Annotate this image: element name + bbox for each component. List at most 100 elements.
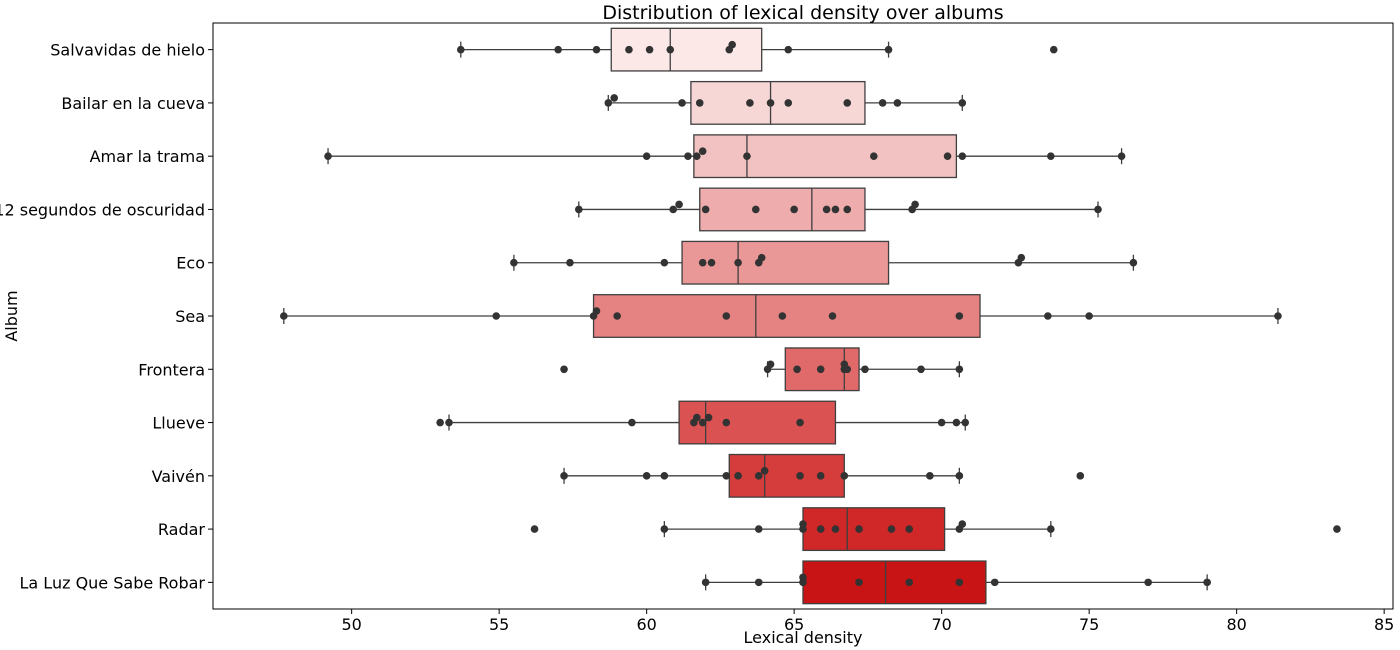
y-axis: Salvavidas de hielo Bailar en la cueva Ama… (0, 41, 213, 592)
data-point (701, 205, 710, 214)
data-point (754, 525, 763, 533)
x-tick-label: 50 (341, 615, 361, 634)
x-tick-label: 55 (489, 615, 509, 634)
data-point (958, 99, 967, 107)
data-point (698, 147, 707, 155)
data-point (592, 45, 601, 54)
data-point (1117, 152, 1126, 160)
data-point (280, 312, 288, 320)
box-group (530, 507, 1341, 552)
x-tick-label: 80 (1226, 615, 1246, 634)
data-point (784, 45, 793, 54)
y-tick-label: Radar (158, 520, 206, 539)
data-point (790, 205, 798, 214)
data-point (822, 205, 831, 214)
data-point (831, 525, 840, 533)
data-point (1017, 253, 1026, 262)
data-point (766, 360, 775, 369)
data-point (728, 40, 736, 49)
data-point (816, 365, 825, 374)
data-point (722, 312, 731, 320)
data-point (887, 525, 896, 533)
data-point (645, 45, 654, 54)
box-group (575, 187, 1102, 232)
data-point (722, 472, 731, 480)
data-point (955, 312, 964, 320)
data-point (799, 573, 807, 582)
data-point (678, 99, 686, 107)
data-point (952, 418, 961, 427)
data-point (560, 365, 568, 374)
data-point (566, 258, 574, 267)
data-point (492, 312, 501, 320)
box-group (560, 347, 964, 392)
data-point (743, 152, 751, 160)
data-point (693, 413, 701, 422)
data-point (554, 45, 562, 54)
data-point (560, 472, 568, 480)
data-point (610, 94, 618, 102)
x-axis: 50 55 60 65 70 75 80 85 (341, 609, 1394, 634)
data-point (905, 525, 913, 533)
data-point (436, 418, 444, 427)
box-iqr (693, 134, 958, 179)
data-point (955, 472, 964, 480)
data-point (684, 152, 692, 160)
x-axis-label: Lexical density (744, 628, 863, 647)
y-tick-label: Eco (176, 254, 205, 273)
data-point (445, 418, 453, 427)
data-point (734, 258, 742, 267)
data-point (796, 418, 804, 427)
data-point (754, 472, 763, 480)
box-iqr (728, 453, 845, 498)
data-point (990, 578, 999, 587)
plot-area (280, 27, 1341, 605)
data-point (757, 253, 766, 262)
data-point (1129, 258, 1138, 267)
data-point (625, 45, 633, 54)
data-point (943, 152, 952, 160)
y-tick-label: Frontera (138, 360, 205, 379)
data-point (701, 578, 710, 587)
data-point (510, 258, 518, 267)
y-tick-label: Salvavidas de hielo (50, 41, 205, 60)
data-point (937, 418, 946, 427)
data-point (878, 99, 887, 107)
data-point (693, 152, 701, 160)
data-point (816, 472, 825, 480)
y-tick-label: Llueve (152, 414, 205, 433)
y-tick-label: Vaivén (152, 467, 205, 486)
data-point (575, 205, 583, 214)
data-point (698, 418, 707, 427)
data-point (1076, 472, 1085, 480)
data-point (754, 578, 763, 587)
data-point (707, 258, 716, 267)
box-iqr (699, 187, 866, 232)
x-tick-label: 85 (1374, 615, 1394, 634)
data-point (861, 365, 869, 374)
x-tick-label: 65 (784, 615, 804, 634)
data-point (1203, 578, 1211, 587)
box-group (457, 27, 1058, 72)
data-point (784, 99, 793, 107)
data-point (1274, 312, 1282, 320)
data-point (675, 200, 683, 209)
y-tick-label: La Luz Que Sabe Robar (20, 573, 206, 592)
data-point (816, 525, 825, 533)
data-point (1333, 525, 1341, 533)
data-point (669, 205, 677, 214)
data-point (796, 472, 804, 480)
data-point (955, 578, 964, 587)
y-tick-label: Sea (175, 307, 205, 326)
data-point (870, 152, 878, 160)
data-point (840, 472, 849, 480)
data-point (958, 520, 967, 528)
data-point (905, 578, 913, 587)
data-point (955, 365, 964, 374)
data-point (1047, 152, 1055, 160)
data-point (766, 99, 775, 107)
data-point (1044, 312, 1052, 320)
data-point (722, 418, 731, 427)
data-point (734, 472, 742, 480)
